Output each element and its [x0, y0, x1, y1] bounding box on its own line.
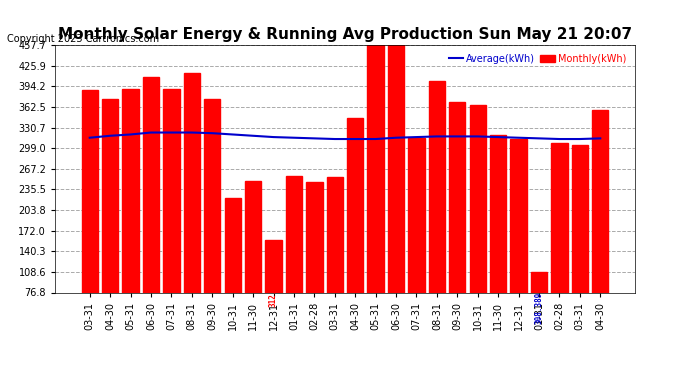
- Bar: [164, 89, 179, 342]
- Bar: [368, 0, 384, 342]
- Bar: [204, 99, 220, 342]
- Text: 317.241: 317.241: [167, 200, 176, 232]
- Bar: [245, 181, 262, 342]
- Text: 308.943: 308.943: [331, 243, 339, 276]
- Bar: [286, 176, 302, 342]
- Text: 316.890: 316.890: [248, 246, 257, 278]
- Bar: [470, 105, 486, 342]
- Text: 312.669: 312.669: [269, 275, 278, 307]
- Bar: [592, 110, 609, 342]
- Text: 307.787: 307.787: [371, 70, 380, 103]
- Bar: [511, 139, 526, 342]
- Bar: [449, 102, 466, 342]
- Text: 315.157: 315.157: [514, 225, 523, 257]
- Bar: [184, 73, 200, 342]
- Bar: [224, 198, 241, 342]
- Text: 307.876: 307.876: [555, 226, 564, 259]
- Text: 308.389: 308.389: [535, 291, 544, 324]
- Bar: [531, 272, 547, 342]
- Text: Copyright 2023 Cartronics.com: Copyright 2023 Cartronics.com: [7, 34, 159, 44]
- Bar: [143, 76, 159, 342]
- Bar: [102, 99, 118, 342]
- Text: 314.541: 314.541: [146, 194, 155, 226]
- Bar: [306, 182, 322, 342]
- Text: 305.455: 305.455: [85, 200, 95, 232]
- Bar: [266, 240, 282, 342]
- Text: 308.507: 308.507: [310, 246, 319, 278]
- Bar: [551, 143, 568, 342]
- Text: 310.569: 310.569: [289, 243, 299, 275]
- Text: 320.427: 320.427: [187, 191, 197, 224]
- Text: 308.310: 308.310: [595, 210, 605, 242]
- Text: 316.349: 316.349: [473, 208, 482, 240]
- Bar: [490, 135, 506, 342]
- Text: 314.244: 314.244: [412, 224, 421, 256]
- Bar: [347, 118, 364, 342]
- Bar: [428, 81, 445, 342]
- Text: 307.447: 307.447: [575, 228, 584, 260]
- Legend: Average(kWh), Monthly(kWh): Average(kWh), Monthly(kWh): [445, 50, 630, 68]
- Text: 316.028: 316.028: [433, 195, 442, 228]
- Text: 311.139: 311.139: [126, 200, 135, 232]
- Bar: [388, 43, 404, 342]
- Text: 316.157: 316.157: [493, 223, 503, 255]
- Bar: [81, 90, 98, 342]
- Text: 319.187: 319.187: [228, 254, 237, 286]
- Bar: [326, 177, 343, 342]
- Text: 321.187: 321.187: [208, 204, 217, 237]
- Bar: [572, 145, 588, 342]
- Bar: [122, 89, 139, 342]
- Text: 309.412: 309.412: [351, 214, 359, 246]
- Title: Monthly Solar Energy & Running Avg Production Sun May 21 20:07: Monthly Solar Energy & Running Avg Produ…: [58, 27, 632, 42]
- Bar: [408, 138, 424, 342]
- Text: 314.783: 314.783: [453, 206, 462, 238]
- Text: 308.070: 308.070: [106, 205, 115, 237]
- Text: 314.442: 314.442: [391, 177, 401, 209]
